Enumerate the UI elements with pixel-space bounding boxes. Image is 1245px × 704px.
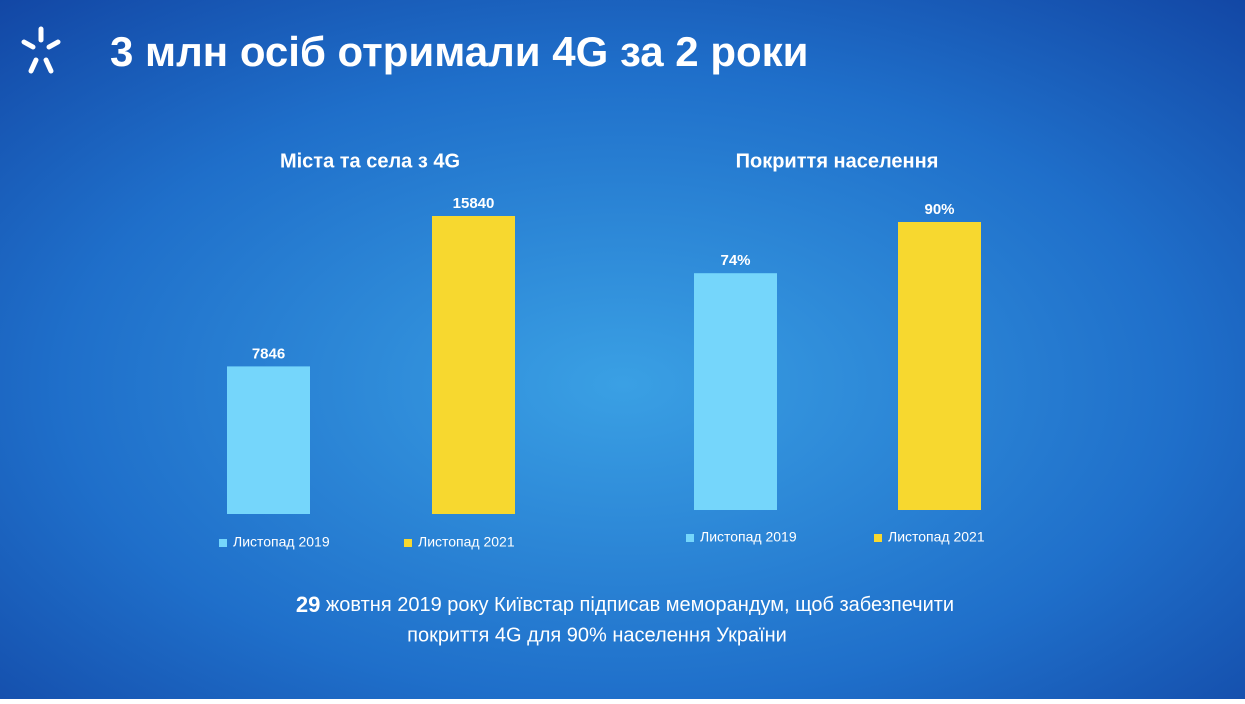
chart-title: Міста та села з 4G: [280, 150, 460, 172]
legend-label: Листопад 2019: [233, 534, 330, 550]
legend-swatch: [404, 539, 412, 547]
value-label: 90%: [924, 201, 954, 218]
bar: [227, 366, 310, 514]
legend-label: Листопад 2021: [888, 529, 985, 545]
legend-label: Листопад 2019: [700, 529, 797, 545]
value-label: 15840: [453, 195, 495, 212]
logo: [21, 26, 61, 74]
bar: [432, 216, 515, 514]
legend-swatch: [686, 534, 694, 542]
caption-lead: 29: [296, 592, 320, 617]
slide-title: 3 млн осіб отримали 4G за 2 роки: [110, 28, 808, 75]
legend-swatch: [219, 539, 227, 547]
legend-swatch: [874, 534, 882, 542]
value-label: 7846: [252, 345, 285, 362]
value-label: 74%: [720, 252, 750, 269]
bar: [694, 273, 777, 510]
caption: 29 жовтня 2019 року Київстар підписав ме…: [296, 592, 954, 617]
bar: [898, 222, 981, 510]
legend-label: Листопад 2021: [418, 534, 515, 550]
chart-title: Покриття населення: [736, 150, 939, 172]
caption-line: жовтня 2019 року Київстар підписав мемор…: [326, 594, 954, 616]
caption-line: покриття 4G для 90% населення України: [407, 624, 787, 646]
